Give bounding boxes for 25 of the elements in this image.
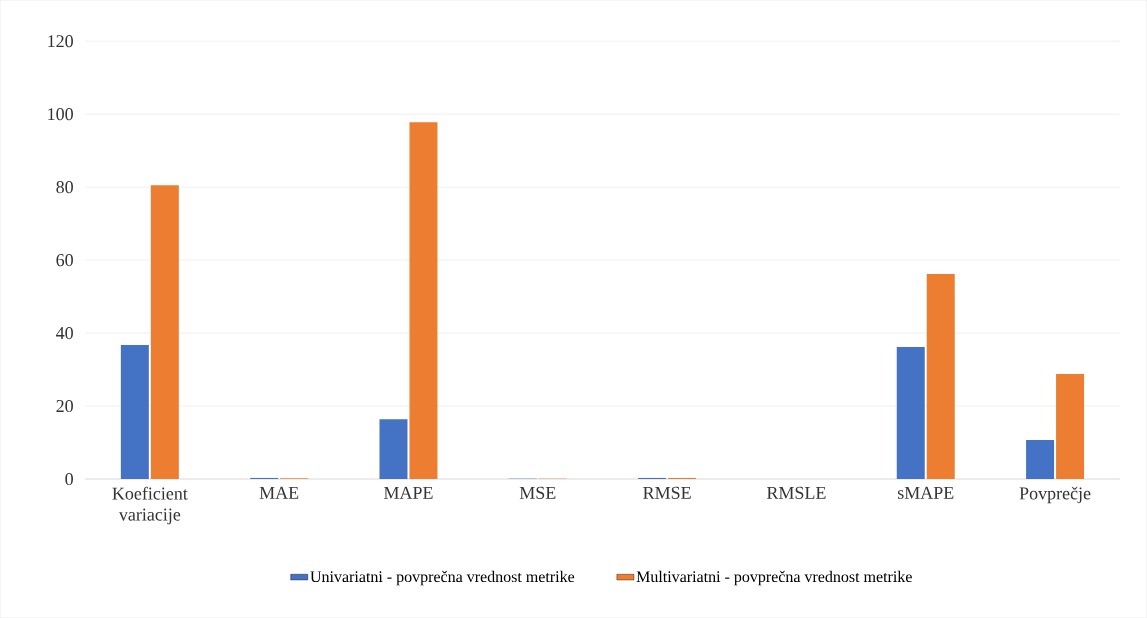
- y-tick-label: 60: [56, 253, 73, 267]
- bar: [896, 346, 925, 479]
- legend-label: Multivariatni - povprečna vrednost metrike: [636, 570, 912, 586]
- y-tick-label: 100: [48, 108, 73, 121]
- bar: [379, 419, 408, 479]
- y-tick-label: 40: [56, 326, 73, 340]
- x-tick-label: sMAPE: [897, 486, 954, 499]
- bar: [120, 345, 149, 479]
- y-tick-label: 0: [65, 472, 73, 486]
- y-tick-label: 20: [56, 399, 73, 413]
- x-tick-label: Koeficient variacije: [112, 486, 188, 525]
- x-tick-label: MAPE: [384, 486, 433, 499]
- bar: [1026, 439, 1055, 479]
- x-tick-label: RMSE: [643, 486, 691, 499]
- x-tick-label: RMSLE: [766, 486, 826, 499]
- y-tick-label: 120: [48, 35, 73, 48]
- x-tick-label: MSE: [519, 486, 556, 499]
- y-tick-label: 80: [56, 180, 73, 194]
- x-tick-label: Povprečje: [1019, 486, 1091, 504]
- bar: [409, 122, 438, 479]
- bar: [150, 185, 179, 479]
- bar: [926, 273, 955, 479]
- legend-label: Univariatni - povprečna vrednost metrike: [310, 570, 575, 586]
- bar: [1056, 373, 1085, 479]
- x-tick-label: MAE: [259, 486, 299, 499]
